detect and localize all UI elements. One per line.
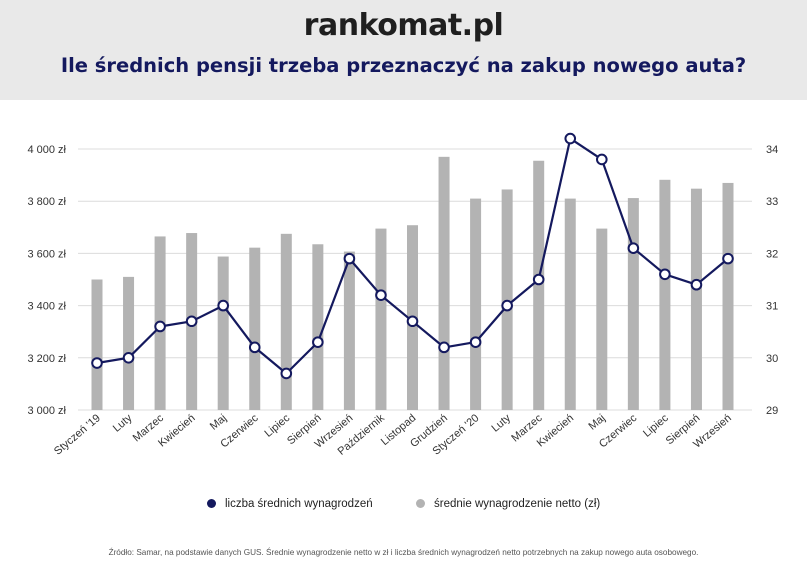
bar	[690, 188, 702, 410]
line-point	[248, 341, 261, 354]
line-point	[659, 268, 671, 281]
bar	[627, 198, 639, 410]
y-right-tick-label: 29	[766, 405, 778, 417]
y-left-tick-label: 3 200 zł	[27, 353, 66, 365]
line-point	[343, 252, 356, 265]
bar	[91, 279, 103, 410]
legend-line-swatch	[206, 499, 216, 509]
y-right-tick-label: 31	[766, 301, 778, 313]
y-right-tick-label: 33	[766, 196, 778, 208]
line-point	[91, 357, 103, 369]
bar	[249, 247, 261, 410]
legend-bar-label: średnie wynagrodzenie netto (zł)	[434, 498, 601, 510]
y-right-tick-label: 32	[766, 248, 778, 260]
bar	[659, 179, 671, 410]
bar	[312, 244, 324, 410]
chart-panel: 3 000 zł 3 200 zł 3 400 zł 3 600 zł 3 800 zł…	[0, 100, 807, 568]
line-point	[564, 132, 577, 145]
combo-chart: 3 000 zł 3 200 zł 3 400 zł 3 600 zł 3 800 zł…	[27, 132, 778, 458]
bar	[217, 256, 229, 410]
line-point	[501, 299, 513, 312]
bar	[501, 189, 513, 410]
line-point	[596, 153, 608, 166]
line-point	[185, 315, 198, 328]
legend: liczba średnich wynagrodzeń średnie wyna…	[0, 498, 807, 510]
line-point	[217, 299, 229, 312]
brand-logo: rankomat.pl	[303, 8, 504, 43]
x-tick-label: Styczeń '19	[52, 412, 103, 458]
bar	[533, 160, 545, 410]
line-point	[375, 289, 387, 301]
x-tick-label: Maj	[586, 412, 607, 433]
x-tick-label: Maj	[208, 412, 229, 433]
y-left-tick-label: 3 800 zł	[27, 196, 66, 208]
y-left-tick-label: 4 000 zł	[27, 144, 66, 156]
legend-item-line: liczba średnich wynagrodzeń	[206, 498, 373, 510]
bar	[438, 156, 450, 410]
line-point	[280, 367, 293, 380]
line-point	[532, 273, 545, 286]
line-point	[469, 336, 482, 348]
line-point	[154, 320, 166, 333]
legend-item-bar: średnie wynagrodzenie netto (zł)	[415, 498, 601, 510]
bar	[343, 251, 355, 410]
bar	[470, 198, 482, 410]
bar	[375, 228, 387, 410]
line-point	[627, 242, 640, 254]
y-left-tick-label: 3 000 zł	[27, 405, 66, 417]
line-point	[722, 252, 734, 265]
legend-bar-swatch	[415, 499, 425, 509]
source-note: Źródło: Samar, na podstawie danych GUS. …	[108, 548, 699, 557]
line-point	[406, 315, 419, 328]
bar	[123, 276, 135, 410]
line-point	[312, 336, 324, 348]
line-point	[690, 278, 703, 291]
x-tick-label: Luty	[111, 412, 135, 435]
chart-title: Ile średnich pensji trzeba przeznaczyć n…	[60, 54, 747, 77]
line-point	[438, 341, 450, 354]
y-left-tick-label: 3 400 zł	[27, 301, 66, 313]
legend-line-label: liczba średnich wynagrodzeń	[224, 498, 373, 510]
y-left-tick-label: 3 600 zł	[27, 248, 66, 260]
x-tick-label: Luty	[489, 412, 513, 435]
y-right-tick-label: 34	[766, 144, 778, 156]
line-point	[122, 351, 135, 364]
bar	[564, 198, 576, 410]
bar	[722, 182, 734, 410]
bar	[280, 233, 292, 410]
y-right-tick-label: 30	[766, 353, 778, 365]
bar	[596, 228, 608, 410]
